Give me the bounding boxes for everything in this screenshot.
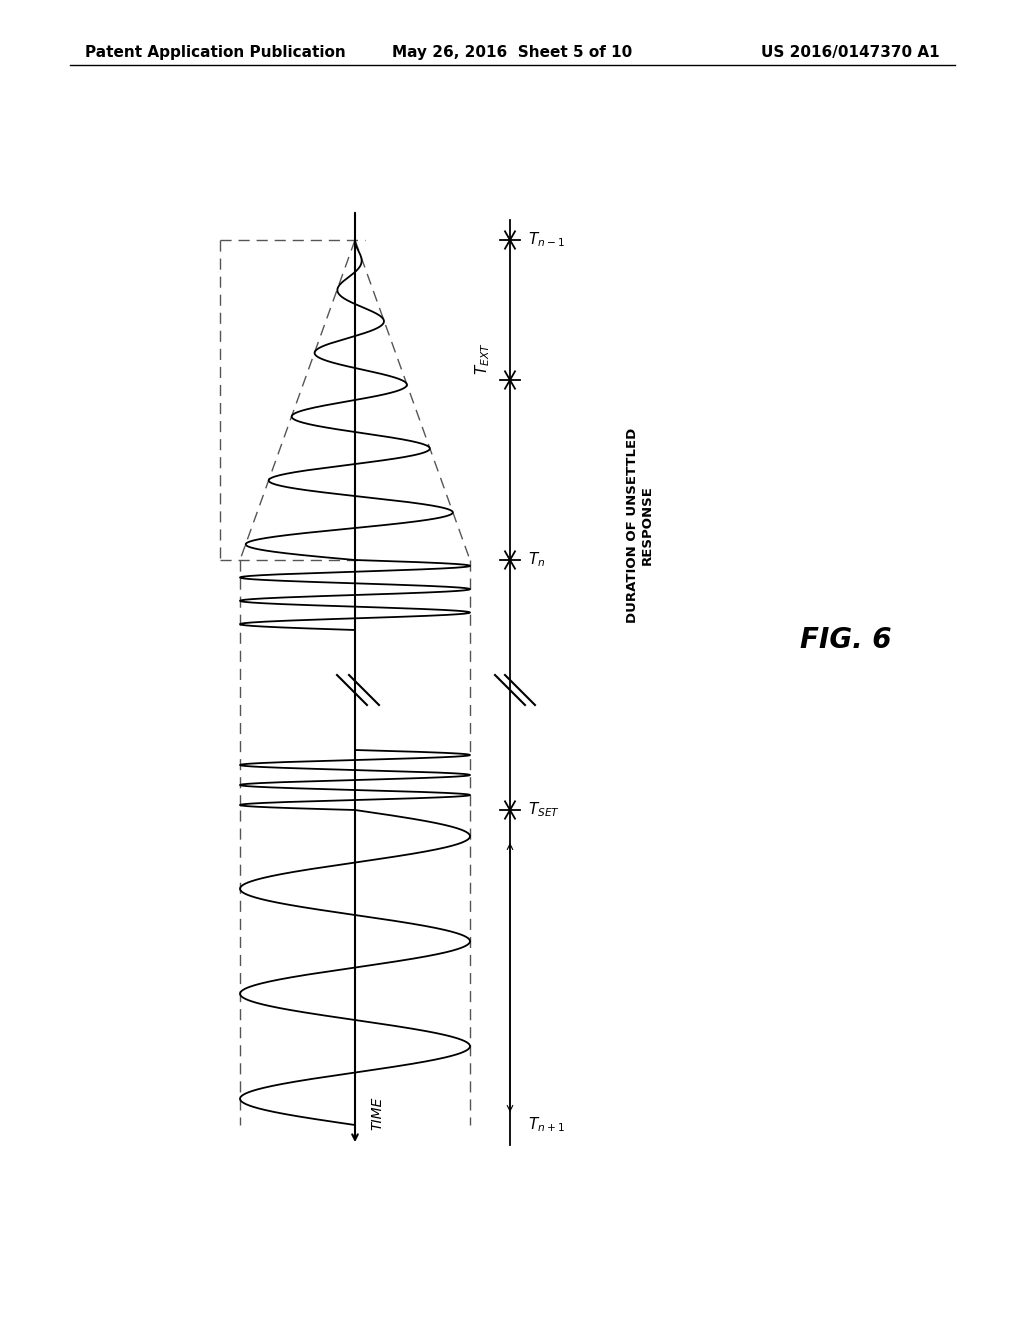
Text: $T_{EXT}$: $T_{EXT}$ (473, 342, 492, 375)
Text: $T_{n-1}$: $T_{n-1}$ (528, 231, 565, 249)
Text: TIME: TIME (370, 1097, 384, 1130)
Text: FIG. 6: FIG. 6 (800, 626, 892, 653)
Text: May 26, 2016  Sheet 5 of 10: May 26, 2016 Sheet 5 of 10 (392, 45, 632, 59)
Text: US 2016/0147370 A1: US 2016/0147370 A1 (762, 45, 940, 59)
Text: Patent Application Publication: Patent Application Publication (85, 45, 346, 59)
Text: DURATION OF UNSETTLED
RESPONSE: DURATION OF UNSETTLED RESPONSE (626, 428, 654, 623)
Text: $T_{SET}$: $T_{SET}$ (528, 801, 560, 820)
Text: $T_{n+1}$: $T_{n+1}$ (528, 1115, 565, 1134)
Text: $T_n$: $T_n$ (528, 550, 546, 569)
